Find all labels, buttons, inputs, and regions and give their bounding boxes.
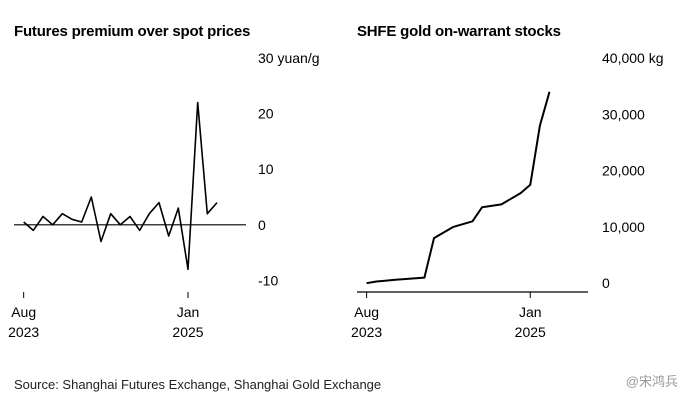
x-tick-label-year: 2025 xyxy=(515,324,546,340)
premium-chart: Futures premium over spot prices 30 yuan… xyxy=(8,23,319,340)
x-tick-label-year: 2025 xyxy=(172,324,203,340)
stocks-x-axis: Aug 2023 Jan 2025 xyxy=(351,292,546,340)
y-tick-label: 0 xyxy=(602,275,610,291)
stocks-series-line xyxy=(366,91,551,285)
y-tick-label: 30,000 xyxy=(602,106,645,122)
y-tick-label: 20,000 xyxy=(602,163,645,179)
y-tick-label: 0 xyxy=(258,217,266,233)
source-note: Source: Shanghai Futures Exchange, Shang… xyxy=(14,377,381,392)
x-tick-label-year: 2023 xyxy=(351,324,382,340)
premium-series-line xyxy=(23,101,218,271)
x-tick-label-month: Aug xyxy=(11,304,36,320)
premium-chart-title: Futures premium over spot prices xyxy=(14,23,250,40)
stocks-chart: SHFE gold on-warrant stocks 40,000 kg 30,… xyxy=(351,23,663,340)
x-tick-label-month: Jan xyxy=(177,304,200,320)
y-tick-label: 20 xyxy=(258,106,274,122)
y-tick-label: 10,000 xyxy=(602,219,645,235)
y-tick-label: 30 yuan/g xyxy=(258,50,320,66)
y-tick-label: 10 xyxy=(258,161,274,177)
x-tick-label-month: Aug xyxy=(354,304,379,320)
premium-y-axis: 30 yuan/g 20 10 0 -10 xyxy=(258,50,320,288)
stocks-y-axis: 40,000 kg 30,000 20,000 10,000 0 xyxy=(602,50,664,291)
x-tick-label-month: Jan xyxy=(519,304,542,320)
stocks-chart-title: SHFE gold on-warrant stocks xyxy=(357,23,561,40)
premium-x-axis: Aug 2023 Jan 2025 xyxy=(8,292,204,340)
watermark: @宋鸿兵 xyxy=(626,374,678,389)
x-tick-label-year: 2023 xyxy=(8,324,39,340)
y-tick-label: -10 xyxy=(258,272,278,288)
y-tick-label: 40,000 kg xyxy=(602,50,664,66)
